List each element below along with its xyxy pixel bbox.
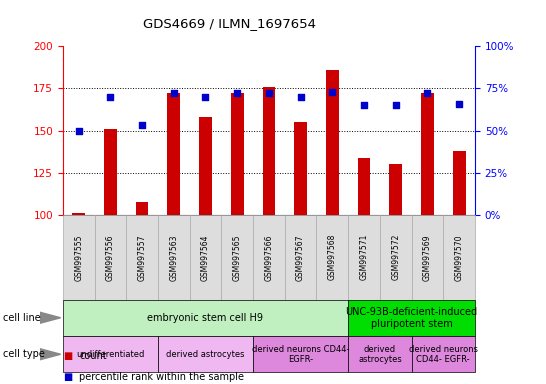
Text: ■: ■ bbox=[63, 372, 72, 382]
Text: GSM997569: GSM997569 bbox=[423, 234, 432, 281]
Text: percentile rank within the sample: percentile rank within the sample bbox=[79, 372, 244, 382]
Bar bbox=[263, 87, 275, 215]
Text: GSM997555: GSM997555 bbox=[74, 234, 83, 281]
Text: GSM997567: GSM997567 bbox=[296, 234, 305, 281]
Text: GSM997556: GSM997556 bbox=[106, 234, 115, 281]
Point bbox=[201, 94, 210, 100]
Text: GSM997565: GSM997565 bbox=[233, 234, 242, 281]
Point bbox=[233, 90, 241, 96]
Bar bbox=[326, 70, 339, 215]
Point bbox=[455, 101, 464, 107]
Point bbox=[264, 90, 273, 96]
Bar bbox=[358, 157, 370, 215]
Text: UNC-93B-deficient-induced
pluripotent stem: UNC-93B-deficient-induced pluripotent st… bbox=[346, 307, 478, 329]
Text: ■: ■ bbox=[63, 351, 72, 361]
Bar bbox=[294, 122, 307, 215]
Point bbox=[423, 90, 432, 96]
Text: derived
astrocytes: derived astrocytes bbox=[358, 344, 402, 364]
Bar bbox=[104, 129, 117, 215]
Text: GSM997568: GSM997568 bbox=[328, 234, 337, 280]
Text: cell type: cell type bbox=[3, 349, 45, 359]
Text: embryonic stem cell H9: embryonic stem cell H9 bbox=[147, 313, 264, 323]
Text: derived neurons
CD44- EGFR-: derived neurons CD44- EGFR- bbox=[409, 344, 478, 364]
Text: GSM997571: GSM997571 bbox=[359, 234, 369, 280]
Polygon shape bbox=[40, 349, 61, 360]
Point bbox=[106, 94, 115, 100]
Text: GSM997557: GSM997557 bbox=[138, 234, 146, 281]
Text: derived astrocytes: derived astrocytes bbox=[166, 350, 245, 359]
Point bbox=[328, 89, 337, 95]
Bar bbox=[389, 164, 402, 215]
Bar bbox=[168, 93, 180, 215]
Bar bbox=[136, 202, 149, 215]
Point bbox=[391, 102, 400, 108]
Text: cell line: cell line bbox=[3, 313, 40, 323]
Bar bbox=[72, 214, 85, 215]
Bar bbox=[199, 117, 212, 215]
Text: GSM997570: GSM997570 bbox=[455, 234, 464, 281]
Text: GDS4669 / ILMN_1697654: GDS4669 / ILMN_1697654 bbox=[143, 17, 316, 30]
Point bbox=[74, 127, 83, 134]
Text: derived neurons CD44-
EGFR-: derived neurons CD44- EGFR- bbox=[252, 344, 349, 364]
Bar bbox=[421, 93, 434, 215]
Point bbox=[360, 102, 369, 108]
Bar bbox=[453, 151, 466, 215]
Text: GSM997566: GSM997566 bbox=[264, 234, 274, 281]
Bar bbox=[231, 93, 244, 215]
Point bbox=[296, 94, 305, 100]
Text: GSM997572: GSM997572 bbox=[391, 234, 400, 280]
Text: GSM997563: GSM997563 bbox=[169, 234, 179, 281]
Text: undifferentiated: undifferentiated bbox=[76, 350, 145, 359]
Polygon shape bbox=[40, 312, 61, 323]
Point bbox=[169, 90, 178, 96]
Text: GSM997564: GSM997564 bbox=[201, 234, 210, 281]
Text: count: count bbox=[79, 351, 107, 361]
Point bbox=[138, 122, 146, 129]
